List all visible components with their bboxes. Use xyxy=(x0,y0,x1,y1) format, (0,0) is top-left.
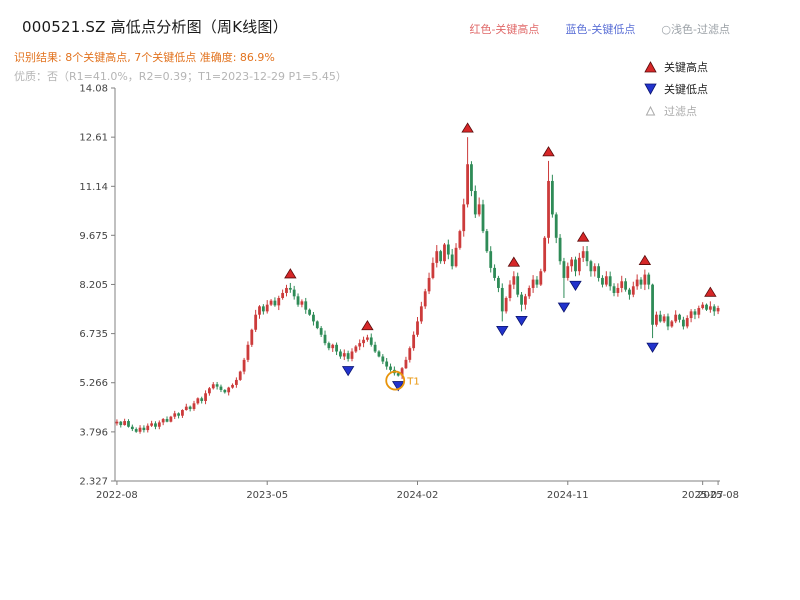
key-high-marker xyxy=(284,268,297,279)
key-low-marker xyxy=(392,381,405,392)
y-axis-tick-label: 11.14 xyxy=(79,182,108,193)
key-high-marker xyxy=(576,231,590,242)
key-low-marker xyxy=(496,325,509,337)
key-high-marker xyxy=(507,256,521,267)
plot-legend-item-key-high: 关键高点 xyxy=(644,56,708,78)
x-axis-tick-label: 2024-02 xyxy=(397,490,439,501)
key-low-triangle-icon xyxy=(644,83,657,95)
x-axis-tick-label: 2023-05 xyxy=(246,490,288,501)
y-axis-tick-label: 9.675 xyxy=(79,231,108,242)
page-title: 000521.SZ 高低点分析图（周K线图） xyxy=(22,18,288,36)
t1-label: T1 xyxy=(406,377,419,388)
key-low-marker xyxy=(341,366,355,377)
t1-annotation: T1 xyxy=(385,370,420,391)
x-axis-tick-label: 2025-07 xyxy=(682,490,724,501)
key-high-marker xyxy=(361,320,374,331)
y-axis-tick-label: 14.08 xyxy=(79,84,108,95)
top-legend-filtered-label: ○浅色-过滤点 xyxy=(661,23,730,36)
plot-legend-key-low-label: 关键低点 xyxy=(664,83,708,96)
key-low-marker xyxy=(557,302,571,313)
plot-legend-item-key-low: 关键低点 xyxy=(644,78,708,100)
plot-legend: 关键高点 关键低点 过滤点 xyxy=(644,56,708,122)
quality-summary-text: 优质：否（R1=41.0%，R2=0.39；T1=2023-12-29 P1=5… xyxy=(14,70,347,83)
key-low-marker xyxy=(515,315,528,327)
key-high-marker xyxy=(704,286,717,297)
top-legend-key-low-label: 蓝色-关键低点 xyxy=(565,23,636,36)
y-axis-tick-label: 3.796 xyxy=(79,427,108,438)
key-high-triangle-icon xyxy=(644,61,657,73)
key-low-marker xyxy=(569,280,582,292)
markers-layer xyxy=(284,122,717,392)
top-legend: 红色-关键高点 蓝色-关键低点 ○浅色-过滤点 xyxy=(469,21,730,37)
x-axis-tick-label: 2025-08 xyxy=(697,490,739,501)
candles-layer xyxy=(115,137,720,434)
x-axis-tick-label: 2024-11 xyxy=(547,490,589,501)
y-axis-tick-label: 2.327 xyxy=(79,477,108,488)
y-axis-tick-label: 5.266 xyxy=(79,378,108,389)
y-axis-tick-label: 6.735 xyxy=(79,329,108,340)
key-low-marker xyxy=(646,342,659,353)
key-high-marker xyxy=(542,146,555,157)
top-legend-key-high-label: 红色-关键高点 xyxy=(469,23,540,36)
axes-layer: 2.327 3.796 5.266 6.735 8.205 9.675 11.14 12.61… xyxy=(79,84,739,502)
plot-legend-key-high-label: 关键高点 xyxy=(664,61,708,74)
y-axis-tick-label: 8.205 xyxy=(79,280,108,291)
x-axis-tick-label: 2022-08 xyxy=(96,490,138,501)
key-high-marker xyxy=(461,122,474,133)
plot-legend-item-filtered: 过滤点 xyxy=(644,100,708,122)
recognition-result-text: 识别结果: 8个关键高点, 7个关键低点 准确度: 86.9% xyxy=(14,51,275,64)
y-axis-tick-label: 12.61 xyxy=(79,133,108,144)
key-high-marker xyxy=(638,254,652,265)
filtered-triangle-icon xyxy=(645,105,656,116)
plot-legend-filtered-label: 过滤点 xyxy=(664,105,697,118)
kline-chart: 2.327 3.796 5.266 6.735 8.205 9.675 11.14 12.61… xyxy=(79,84,739,502)
t1-circle-marker xyxy=(385,370,406,391)
